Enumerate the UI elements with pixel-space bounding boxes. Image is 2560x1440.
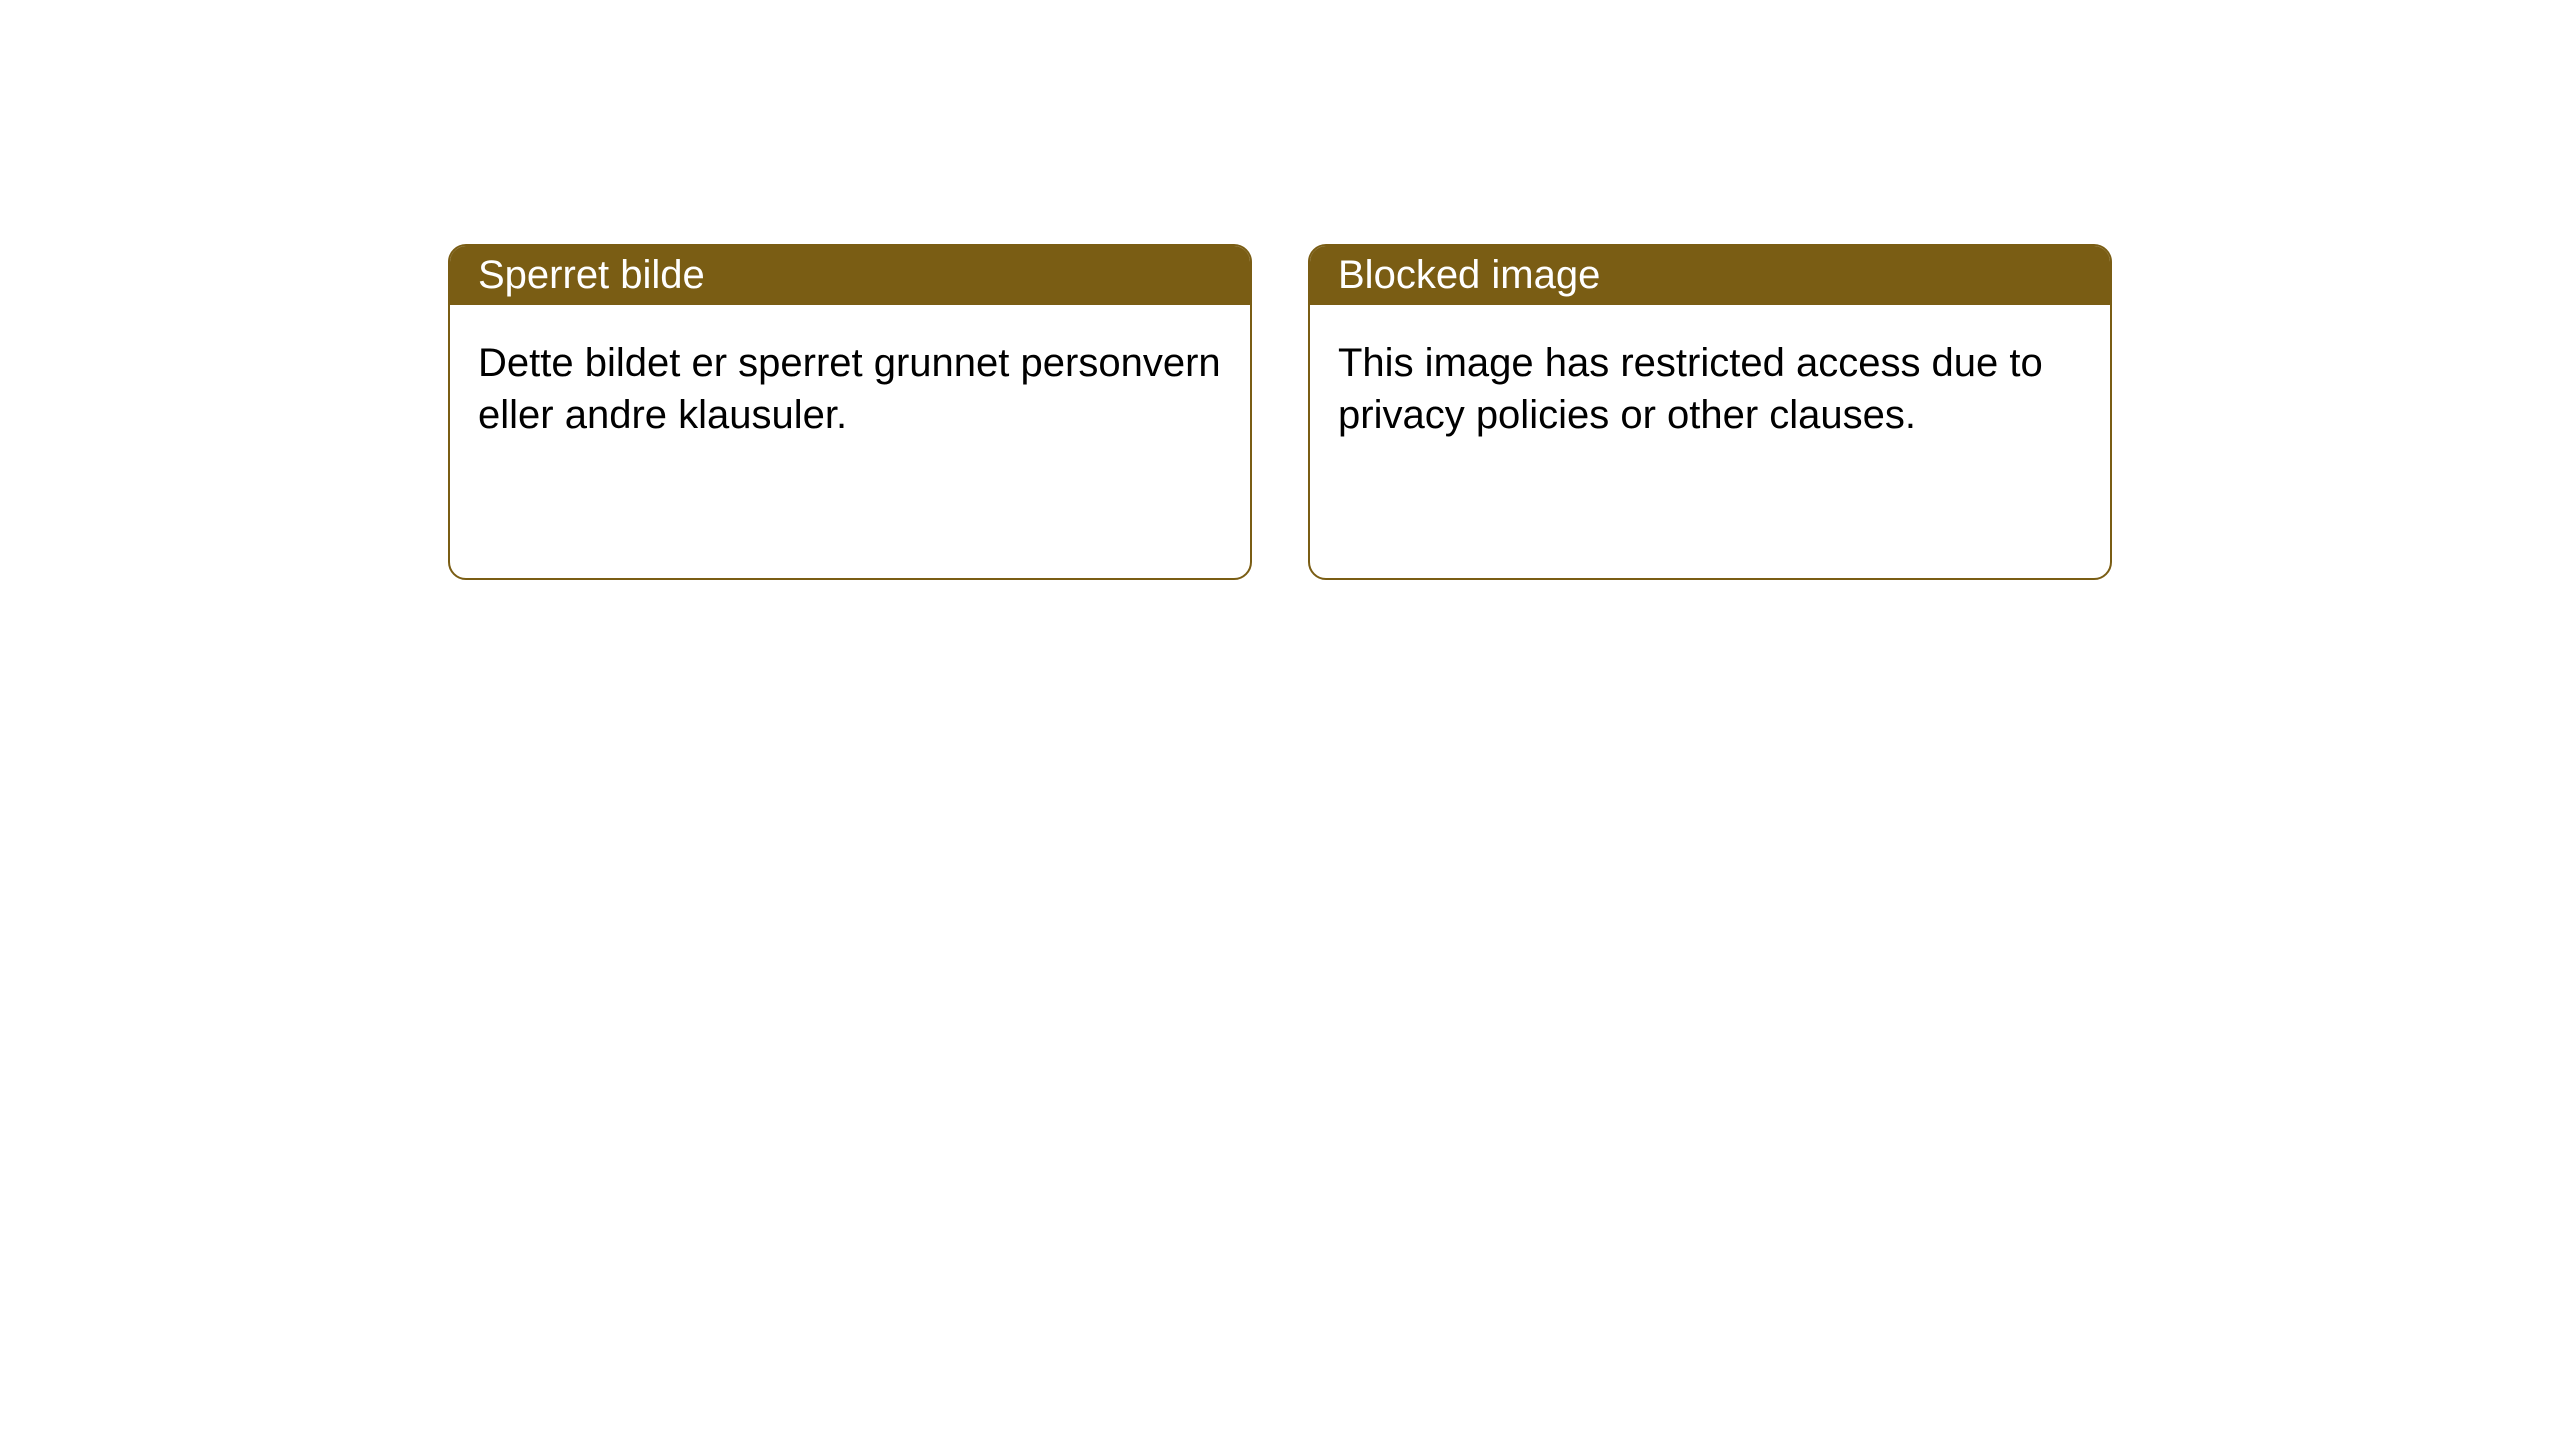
notice-message: Dette bildet er sperret grunnet personve… <box>478 341 1221 437</box>
notice-message: This image has restricted access due to … <box>1338 341 2043 437</box>
notice-title: Sperret bilde <box>478 253 705 298</box>
notice-container: Sperret bilde Dette bildet er sperret gr… <box>448 244 2112 580</box>
notice-title: Blocked image <box>1338 253 1600 298</box>
notice-body-english: This image has restricted access due to … <box>1310 305 2110 473</box>
notice-box-norwegian: Sperret bilde Dette bildet er sperret gr… <box>448 244 1252 580</box>
notice-header-english: Blocked image <box>1310 246 2110 305</box>
notice-box-english: Blocked image This image has restricted … <box>1308 244 2112 580</box>
notice-body-norwegian: Dette bildet er sperret grunnet personve… <box>450 305 1250 473</box>
notice-header-norwegian: Sperret bilde <box>450 246 1250 305</box>
